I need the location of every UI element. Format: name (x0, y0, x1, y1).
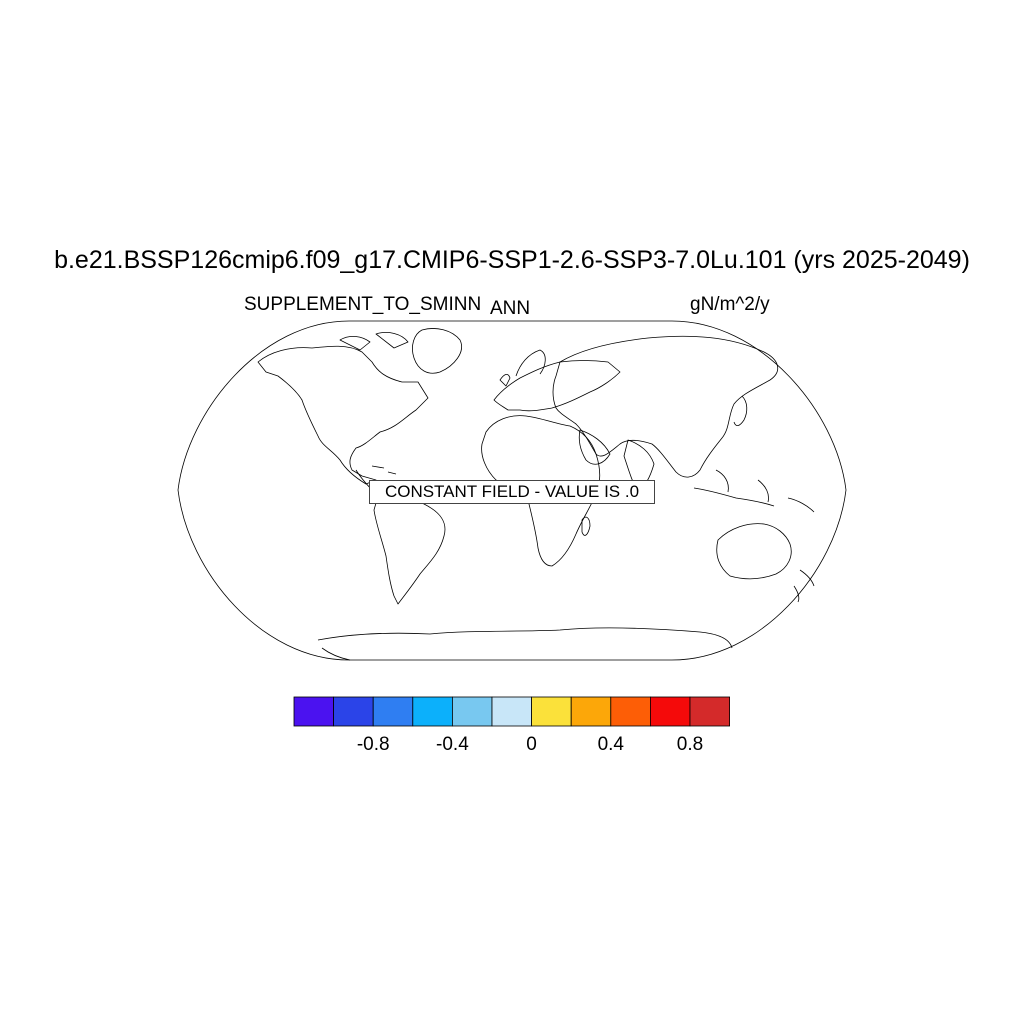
variable-name: SUPPLEMENT_TO_SMINN (244, 294, 482, 315)
colorbar-swatch (570, 696, 612, 727)
colorbar-swatch (610, 696, 651, 727)
colorbar-swatch (333, 696, 374, 727)
season-label: ANN (490, 298, 531, 319)
colorbar-tick-label: -0.4 (436, 734, 469, 755)
colorbar-tick-label: 0 (526, 734, 537, 755)
colorbar-swatch (293, 696, 334, 727)
plot-title: b.e21.BSSP126cmip6.f09_g17.CMIP6-SSP1-2.… (54, 246, 970, 274)
units-label: gN/m^2/y (690, 294, 770, 315)
colorbar-swatch (451, 696, 493, 727)
colorbar-tick-label: 0.4 (597, 734, 625, 755)
colorbar-tick-label: 0.8 (676, 734, 704, 755)
colorbar-swatch (689, 696, 730, 727)
colorbar-swatch (650, 696, 691, 727)
colorbar-swatch (412, 696, 453, 727)
colorbar-tick-label: -0.8 (356, 734, 390, 755)
colorbar-swatch (531, 696, 572, 727)
coastlines (257, 328, 815, 661)
constant-field-message: CONSTANT FIELD - VALUE IS .0 (369, 480, 655, 504)
colorbar-swatch (491, 696, 532, 727)
colorbar-swatch (372, 696, 414, 727)
